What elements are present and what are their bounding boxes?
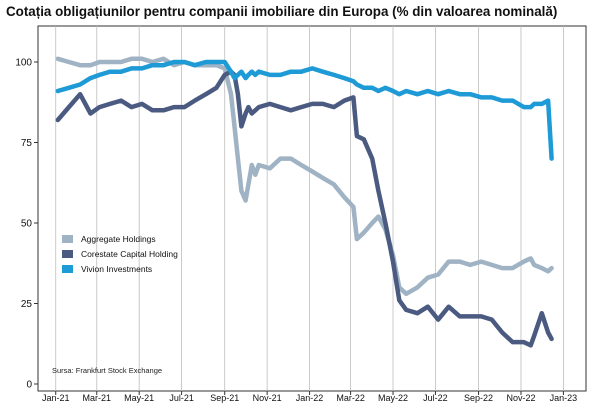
y-axis: 0 25 50 75 100 <box>15 58 38 391</box>
x-tick-label: Jan-22 <box>296 393 324 403</box>
series-line-1 <box>55 69 554 348</box>
x-tick-label: Jul-21 <box>169 393 194 403</box>
gridlines <box>55 26 564 391</box>
x-tick-label: Jul-22 <box>423 393 448 403</box>
legend-label: Aggregate Holdings <box>81 234 156 244</box>
x-tick-label: Sep-22 <box>464 393 493 403</box>
legend-label: Vivion Investments <box>81 264 152 274</box>
x-tick-label: Nov-22 <box>506 393 535 403</box>
legend-label: Corestate Capital Holding <box>81 249 178 259</box>
y-tick-label: 25 <box>21 299 33 310</box>
series-lines <box>55 56 554 348</box>
source-note: Sursa: Frankfurt Stock Exchange <box>52 366 162 375</box>
x-tick-label: Mar-22 <box>336 393 365 403</box>
x-tick-label: Mar-21 <box>83 393 112 403</box>
series-line-0 <box>55 56 554 297</box>
legend: Aggregate Holdings Corestate Capital Hold… <box>62 234 178 274</box>
y-tick-label: 0 <box>26 380 32 391</box>
legend-swatch <box>62 250 73 258</box>
series-line-2 <box>55 59 554 161</box>
chart-title: Cotația obligațiunilor pentru companii i… <box>6 4 558 19</box>
y-tick-label: 50 <box>21 219 33 230</box>
plot-frame <box>37 25 587 392</box>
y-tick-label: 100 <box>15 58 32 69</box>
x-tick-label: May-22 <box>378 393 408 403</box>
x-tick-label: Jan-23 <box>550 393 578 403</box>
x-tick-label: May-21 <box>124 393 154 403</box>
legend-swatch <box>62 235 73 243</box>
y-tick-label: 75 <box>21 138 33 149</box>
x-tick-label: Sep-21 <box>210 393 239 403</box>
x-tick-label: Nov-21 <box>253 393 282 403</box>
legend-swatch <box>62 265 73 273</box>
x-axis: Jan-21 Mar-21 May-21 Jul-21 Sep-21 Nov-21 Jan-… <box>42 391 577 403</box>
x-tick-label: Jan-21 <box>42 393 70 403</box>
